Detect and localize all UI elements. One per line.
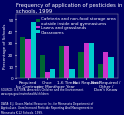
Bar — [108, 57, 114, 78]
Text: SOURCE: U.S. EPA. America's Children and the Environment.
www.epa.gov/enviroheal: SOURCE: U.S. EPA. America's Children and… — [1, 87, 93, 114]
Bar — [84, 43, 89, 78]
Bar — [98, 64, 103, 78]
Bar — [31, 23, 36, 78]
Bar — [103, 53, 108, 78]
Bar — [59, 47, 64, 78]
Y-axis label: Percentage of Schools: Percentage of Schools — [3, 24, 7, 69]
Bar — [20, 38, 25, 78]
Text: Frequency of application of pesticides in Minnesota K-12
schools, 1999: Frequency of application of pesticides i… — [16, 3, 124, 13]
Bar — [69, 69, 75, 78]
Bar — [78, 53, 84, 78]
Legend: Cafeteria and non-food storage area
outside inside and gymnasiums, Lawns and gra: Cafeteria and non-food storage area outs… — [36, 17, 116, 35]
Bar — [50, 69, 55, 78]
Bar — [89, 43, 94, 78]
Bar — [64, 47, 69, 78]
Bar — [25, 40, 31, 78]
Bar — [40, 55, 45, 78]
Bar — [45, 72, 50, 78]
